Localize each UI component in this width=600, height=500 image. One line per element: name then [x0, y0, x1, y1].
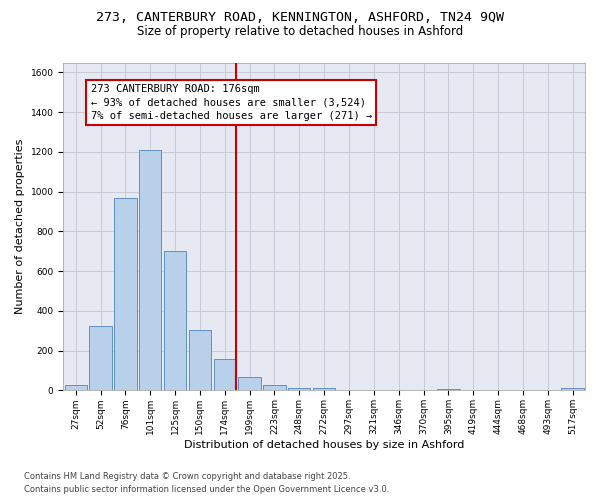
- Bar: [238, 376, 261, 390]
- Text: 273, CANTERBURY ROAD, KENNINGTON, ASHFORD, TN24 9QW: 273, CANTERBURY ROAD, KENNINGTON, ASHFOR…: [96, 11, 504, 24]
- Text: Contains public sector information licensed under the Open Government Licence v3: Contains public sector information licen…: [24, 485, 389, 494]
- Bar: [164, 252, 186, 390]
- Bar: [65, 386, 87, 390]
- X-axis label: Distribution of detached houses by size in Ashford: Distribution of detached houses by size …: [184, 440, 464, 450]
- Bar: [562, 388, 584, 390]
- Y-axis label: Number of detached properties: Number of detached properties: [15, 139, 25, 314]
- Bar: [288, 388, 310, 390]
- Bar: [189, 330, 211, 390]
- Text: Size of property relative to detached houses in Ashford: Size of property relative to detached ho…: [137, 25, 463, 38]
- Bar: [114, 198, 137, 390]
- Bar: [313, 388, 335, 390]
- Bar: [214, 358, 236, 390]
- Text: 273 CANTERBURY ROAD: 176sqm
← 93% of detached houses are smaller (3,524)
7% of s: 273 CANTERBURY ROAD: 176sqm ← 93% of det…: [91, 84, 372, 121]
- Bar: [139, 150, 161, 390]
- Bar: [263, 386, 286, 390]
- Bar: [89, 326, 112, 390]
- Text: Contains HM Land Registry data © Crown copyright and database right 2025.: Contains HM Land Registry data © Crown c…: [24, 472, 350, 481]
